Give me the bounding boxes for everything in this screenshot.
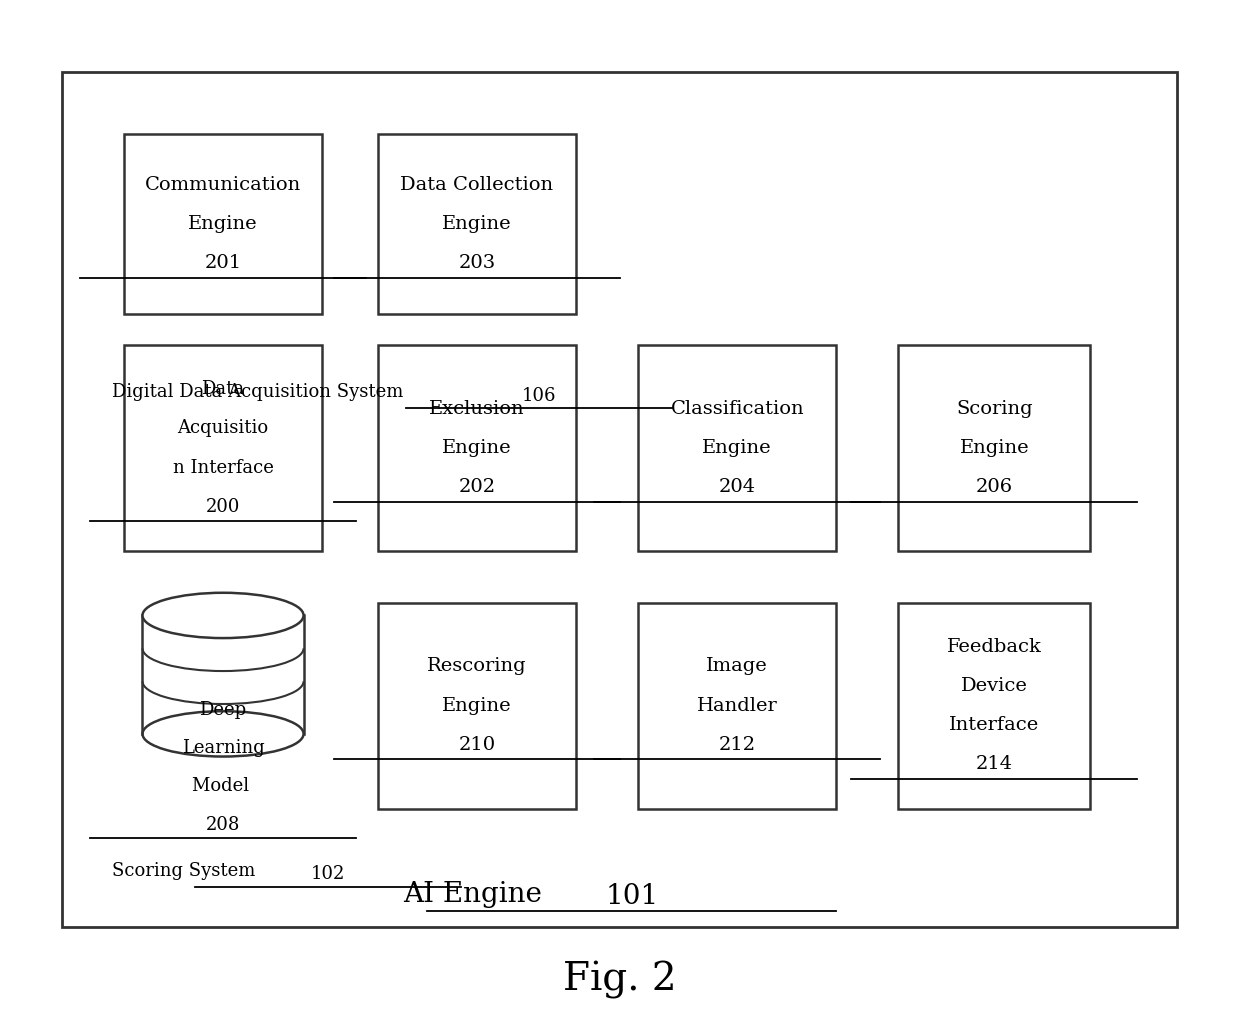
Ellipse shape <box>142 711 304 757</box>
Text: Engine: Engine <box>703 439 772 457</box>
Text: 204: 204 <box>719 478 756 496</box>
Text: 106: 106 <box>522 386 556 405</box>
Bar <box>638 603 836 809</box>
Text: 212: 212 <box>719 735 756 754</box>
Text: 201: 201 <box>204 254 242 272</box>
Text: Data: Data <box>202 380 244 399</box>
Text: Rescoring: Rescoring <box>427 657 527 676</box>
Bar <box>378 134 576 314</box>
Ellipse shape <box>142 592 304 639</box>
Text: Engine: Engine <box>442 215 512 233</box>
Bar <box>62 72 1177 927</box>
Text: 203: 203 <box>458 254 496 272</box>
Text: 102: 102 <box>311 865 346 884</box>
Text: Fig. 2: Fig. 2 <box>563 961 676 999</box>
Text: Image: Image <box>706 657 768 676</box>
Text: Scoring: Scoring <box>957 400 1032 418</box>
Text: 208: 208 <box>206 816 240 833</box>
Bar <box>142 616 304 733</box>
Text: Communication: Communication <box>145 176 301 194</box>
Text: 214: 214 <box>976 755 1012 774</box>
Text: Acquisitio: Acquisitio <box>177 419 269 438</box>
Text: Device: Device <box>961 677 1027 695</box>
Text: Interface: Interface <box>949 716 1040 734</box>
Text: Feedback: Feedback <box>947 638 1042 656</box>
Bar <box>898 603 1090 809</box>
Bar <box>124 345 322 551</box>
Text: Engine: Engine <box>959 439 1030 457</box>
Text: Digital Data Acquisition System: Digital Data Acquisition System <box>112 383 409 401</box>
Text: Engine: Engine <box>442 439 512 457</box>
Text: Deep: Deep <box>199 701 247 719</box>
Bar <box>378 345 576 551</box>
Text: Classification: Classification <box>670 400 804 418</box>
Text: Data Collection: Data Collection <box>400 176 554 194</box>
Bar <box>898 345 1090 551</box>
Text: 202: 202 <box>458 478 496 496</box>
Text: Engine: Engine <box>188 215 258 233</box>
Text: 206: 206 <box>976 478 1012 496</box>
Bar <box>378 603 576 809</box>
Bar <box>99 113 799 391</box>
Text: 101: 101 <box>606 883 658 909</box>
Bar <box>124 134 322 314</box>
Text: 210: 210 <box>458 735 496 754</box>
Text: Model: Model <box>192 778 254 795</box>
Text: Handler: Handler <box>696 696 778 715</box>
Bar <box>638 345 836 551</box>
Text: Scoring System: Scoring System <box>112 862 260 880</box>
Text: n Interface: n Interface <box>172 458 274 477</box>
Text: AI Engine: AI Engine <box>404 882 551 908</box>
Text: 200: 200 <box>206 497 240 516</box>
Text: Engine: Engine <box>442 696 512 715</box>
Text: Learning: Learning <box>182 740 264 757</box>
Bar <box>99 402 1146 870</box>
Text: Exclusion: Exclusion <box>429 400 525 418</box>
